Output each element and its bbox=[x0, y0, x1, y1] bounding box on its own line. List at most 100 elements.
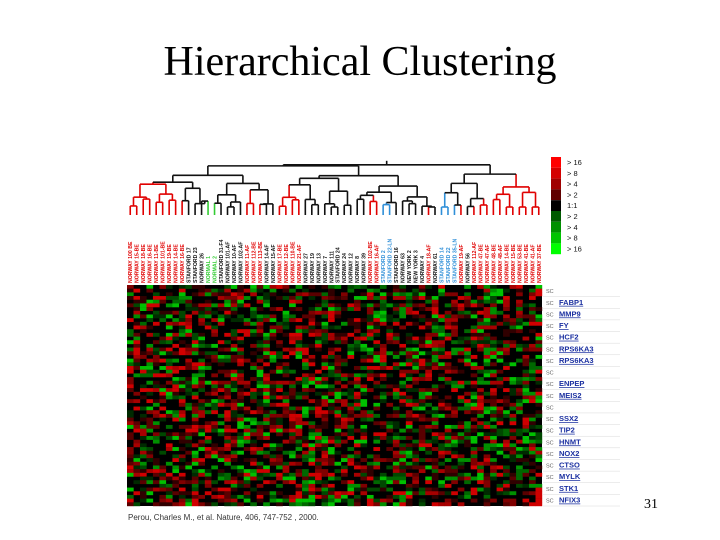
heatmap-cell bbox=[191, 424, 199, 429]
heatmap-cell bbox=[159, 413, 167, 418]
heatmap-cell bbox=[127, 384, 134, 389]
heatmap-cell bbox=[328, 384, 335, 389]
sample-label: STANFORD 22-LN bbox=[388, 238, 394, 283]
heatmap-cell bbox=[230, 428, 238, 433]
heatmap-cell bbox=[217, 340, 225, 345]
heatmap-cell bbox=[503, 428, 510, 433]
heatmap-cell bbox=[503, 299, 510, 304]
heatmap-cell bbox=[256, 340, 264, 345]
heatmap-cell bbox=[509, 421, 517, 426]
heatmap-cell bbox=[334, 285, 342, 289]
heatmap-cell bbox=[405, 454, 413, 459]
heatmap-cell bbox=[276, 498, 283, 503]
heatmap-cell bbox=[373, 498, 381, 503]
heatmap-cell bbox=[276, 421, 283, 426]
heatmap-cell bbox=[159, 472, 167, 477]
heatmap-cell bbox=[438, 469, 445, 474]
heatmap-cell bbox=[263, 340, 270, 345]
heatmap-cell bbox=[379, 318, 387, 323]
heatmap-cell bbox=[340, 402, 348, 407]
heatmap-cell bbox=[451, 384, 458, 389]
heatmap-cell bbox=[250, 332, 257, 337]
heatmap-cell bbox=[490, 336, 497, 341]
heatmap-cell bbox=[418, 307, 426, 311]
heatmap-cell bbox=[353, 296, 361, 300]
heatmap-cell bbox=[483, 406, 491, 411]
heatmap-cell bbox=[438, 288, 445, 293]
heatmap-cell bbox=[211, 354, 218, 359]
heatmap-cell bbox=[302, 487, 309, 492]
heatmap-cell bbox=[425, 285, 432, 289]
heatmap-cell bbox=[269, 329, 277, 334]
heatmap-cell bbox=[334, 325, 342, 330]
heatmap-cell bbox=[152, 292, 160, 297]
heatmap-cell bbox=[139, 303, 147, 308]
heatmap-cell bbox=[477, 332, 484, 337]
heatmap-cell bbox=[509, 402, 517, 407]
heatmap-cell bbox=[295, 424, 303, 429]
heatmap-cell bbox=[198, 461, 206, 466]
heatmap-cell bbox=[237, 472, 244, 477]
heatmap-cell bbox=[366, 413, 374, 418]
heatmap-cell bbox=[353, 472, 361, 477]
heatmap-cell bbox=[438, 366, 445, 370]
heatmap-cell bbox=[224, 417, 231, 422]
heatmap-cell bbox=[483, 480, 491, 485]
heatmap-cell bbox=[224, 447, 231, 451]
heatmap-cell bbox=[308, 399, 316, 404]
heatmap-cell bbox=[282, 314, 290, 319]
heatmap-cell bbox=[522, 421, 530, 426]
heatmap-cell bbox=[418, 402, 426, 407]
heatmap-cell bbox=[217, 454, 225, 459]
heatmap-cell bbox=[451, 472, 458, 477]
heatmap-cell bbox=[444, 366, 452, 370]
heatmap-cell bbox=[496, 340, 504, 345]
heatmap-cell bbox=[165, 380, 173, 385]
heatmap-cell bbox=[211, 380, 218, 385]
heatmap-cell bbox=[282, 428, 290, 433]
heatmap-cell bbox=[477, 487, 484, 492]
heatmap-cell bbox=[127, 447, 134, 451]
heatmap-cell bbox=[308, 318, 316, 323]
heatmap-cell bbox=[522, 428, 530, 433]
heatmap-cell bbox=[392, 424, 400, 429]
heatmap-cell bbox=[165, 436, 173, 440]
heatmap-cell bbox=[243, 483, 251, 488]
legend-swatch bbox=[551, 189, 561, 201]
heatmap-cell bbox=[295, 502, 303, 507]
heatmap-cell bbox=[392, 336, 400, 341]
heatmap-cell bbox=[127, 380, 134, 385]
heatmap-cell bbox=[444, 321, 452, 326]
heatmap-cell bbox=[340, 454, 348, 459]
heatmap-cell bbox=[198, 432, 206, 437]
heatmap-cell bbox=[490, 436, 497, 440]
heatmap-cell bbox=[392, 454, 400, 459]
expression-heatmap bbox=[127, 285, 543, 507]
heatmap-cell bbox=[470, 366, 478, 370]
heatmap-cell bbox=[412, 292, 419, 297]
heatmap-cell bbox=[146, 307, 154, 311]
heatmap-cell bbox=[191, 491, 199, 496]
heatmap-cell bbox=[237, 465, 244, 470]
heatmap-cell bbox=[392, 439, 400, 444]
heatmap-cell bbox=[237, 380, 244, 385]
heatmap-cell bbox=[159, 285, 167, 289]
heatmap-cell bbox=[185, 296, 193, 300]
heatmap-cell bbox=[178, 318, 186, 323]
heatmap-cell bbox=[477, 343, 484, 348]
sample-label: STANFORD 31-F4 bbox=[219, 239, 225, 283]
heatmap-cell bbox=[263, 296, 270, 300]
heatmap-cell bbox=[237, 413, 244, 418]
heatmap-cell bbox=[230, 388, 238, 393]
heatmap-cell bbox=[457, 424, 465, 429]
heatmap-cell bbox=[308, 498, 316, 503]
heatmap-cell bbox=[321, 399, 329, 404]
heatmap-cell bbox=[405, 336, 413, 341]
heatmap-cell bbox=[392, 432, 400, 437]
heatmap-cell bbox=[509, 450, 517, 455]
heatmap-cell bbox=[127, 461, 134, 466]
heatmap-cell bbox=[308, 472, 316, 477]
heatmap-cell bbox=[230, 494, 238, 499]
heatmap-cell bbox=[295, 285, 303, 289]
heatmap-cell bbox=[360, 465, 368, 470]
